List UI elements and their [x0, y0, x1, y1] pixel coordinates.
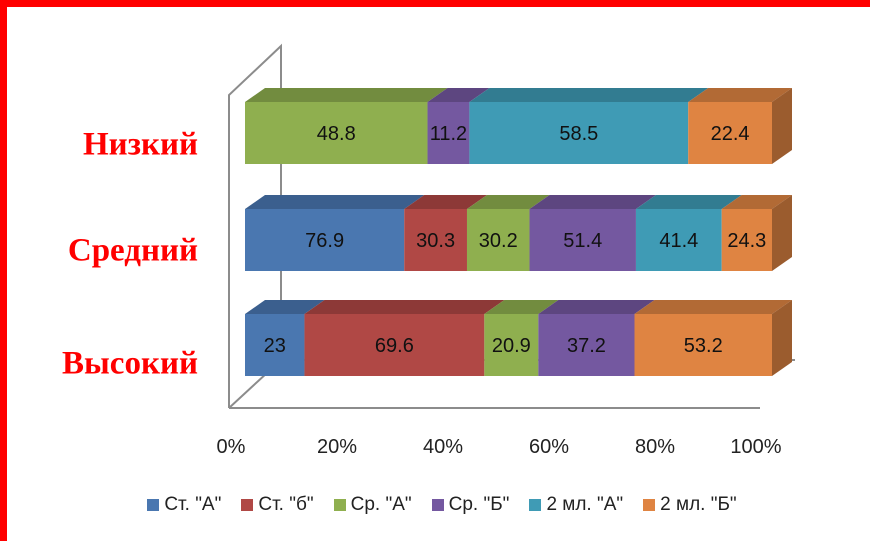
bar-1-series-2-top [304, 300, 505, 314]
bar-3-series-6-top [688, 88, 792, 102]
bar-2-series-4-top [529, 195, 656, 209]
legend-item-st-a: Ст. "А" [147, 494, 221, 516]
legend-label: Ст. "А" [164, 494, 222, 515]
bar-2-series-6-side [772, 195, 792, 271]
bar-2-series-2 [404, 209, 467, 271]
legend-label: 2 мл. "Б" [660, 494, 737, 515]
bar-2-series-1 [245, 209, 405, 271]
data-label-1-2: 69.6 [375, 335, 414, 357]
data-label-2-6: 24.3 [727, 230, 766, 252]
bar-2-series-3-top [466, 195, 550, 209]
bar-2-series-1-top [245, 195, 425, 209]
bar-1-series-1 [245, 314, 305, 376]
legend-label: Ср. "А" [350, 494, 412, 515]
bar-3-series-5-top [469, 88, 709, 102]
bar-3-series-6 [688, 102, 772, 164]
legend-item-2ml-a: 2 мл. "А" [529, 494, 623, 516]
data-label-1-1: 23 [264, 335, 286, 357]
bar-1-series-6-side [772, 300, 792, 376]
legend-swatch [333, 499, 346, 511]
data-label-3-5: 58.5 [559, 123, 598, 145]
bar-1-series-1-top [245, 300, 325, 314]
bar-1-series-3-top [484, 300, 559, 314]
legend-swatch [431, 499, 444, 511]
x-tick-40: 40% [422, 436, 464, 458]
bar-3-series-6-side [772, 88, 792, 164]
x-tick-80: 80% [634, 436, 676, 458]
bar-2-series-5 [635, 209, 722, 271]
chart-legend: Ст. "А" Ст. "б" Ср. "А" Ср. "Б" 2 мл. "А… [32, 494, 852, 516]
legend-label: Ср. "Б" [448, 494, 510, 515]
category-label-medium: Средний [67, 232, 198, 269]
bar-1-series-3 [484, 314, 539, 376]
x-tick-60: 60% [528, 436, 570, 458]
legend-item-2ml-b: 2 мл. "Б" [643, 494, 737, 516]
data-label-3-3: 48.8 [317, 123, 356, 145]
bar-1-series-2 [304, 314, 485, 376]
bar-2-series-5-top [635, 195, 742, 209]
bar-2-series-4 [529, 209, 636, 271]
bar-2-series-6 [721, 209, 772, 271]
legend-swatch [241, 499, 254, 511]
legend-item-st-b: Ст. "б" [241, 494, 314, 516]
bar-2-series-6-top [721, 195, 792, 209]
bar-3-series-4 [427, 102, 470, 164]
data-label-3-6: 22.4 [711, 123, 750, 145]
legend-label: 2 мл. "А" [546, 494, 624, 515]
category-label-high: Высокий [62, 345, 198, 382]
x-tick-0: 0% [216, 436, 246, 458]
legend-swatch [147, 499, 160, 511]
data-label-2-5: 41.4 [659, 230, 698, 252]
bar-2-series-2-top [404, 195, 487, 209]
legend-swatch [643, 499, 656, 511]
data-label-2-3: 30.2 [479, 230, 518, 252]
legend-item-sr-b: Ср. "Б" [431, 494, 510, 516]
bar-1-series-6-top [634, 300, 792, 314]
legend-label: Ст. "б" [258, 494, 314, 515]
bar-1-series-4-top [538, 300, 655, 314]
data-label-2-4: 51.4 [563, 230, 602, 252]
legend-swatch [529, 499, 542, 511]
data-label-3-4: 11.2 [430, 123, 467, 145]
data-label-2-1: 76.9 [305, 230, 344, 252]
data-label-2-2: 30.3 [416, 230, 455, 252]
x-tick-100: 100% [730, 436, 782, 458]
category-label-low: Низкий [83, 126, 198, 163]
legend-item-sr-a: Ср. "А" [333, 494, 412, 516]
data-label-1-6: 53.2 [684, 335, 723, 357]
bar-3-series-3-top [245, 88, 448, 102]
bar-3-series-5 [469, 102, 689, 164]
bar-3-series-4-top [427, 88, 490, 102]
bar-1-series-4 [538, 314, 635, 376]
data-label-1-4: 37.2 [567, 335, 606, 357]
bar-3-series-3 [245, 102, 428, 164]
x-tick-20: 20% [316, 436, 358, 458]
bar-2-series-3 [466, 209, 530, 271]
bar-1-series-6 [634, 314, 772, 376]
data-label-1-3: 20.9 [492, 335, 531, 357]
